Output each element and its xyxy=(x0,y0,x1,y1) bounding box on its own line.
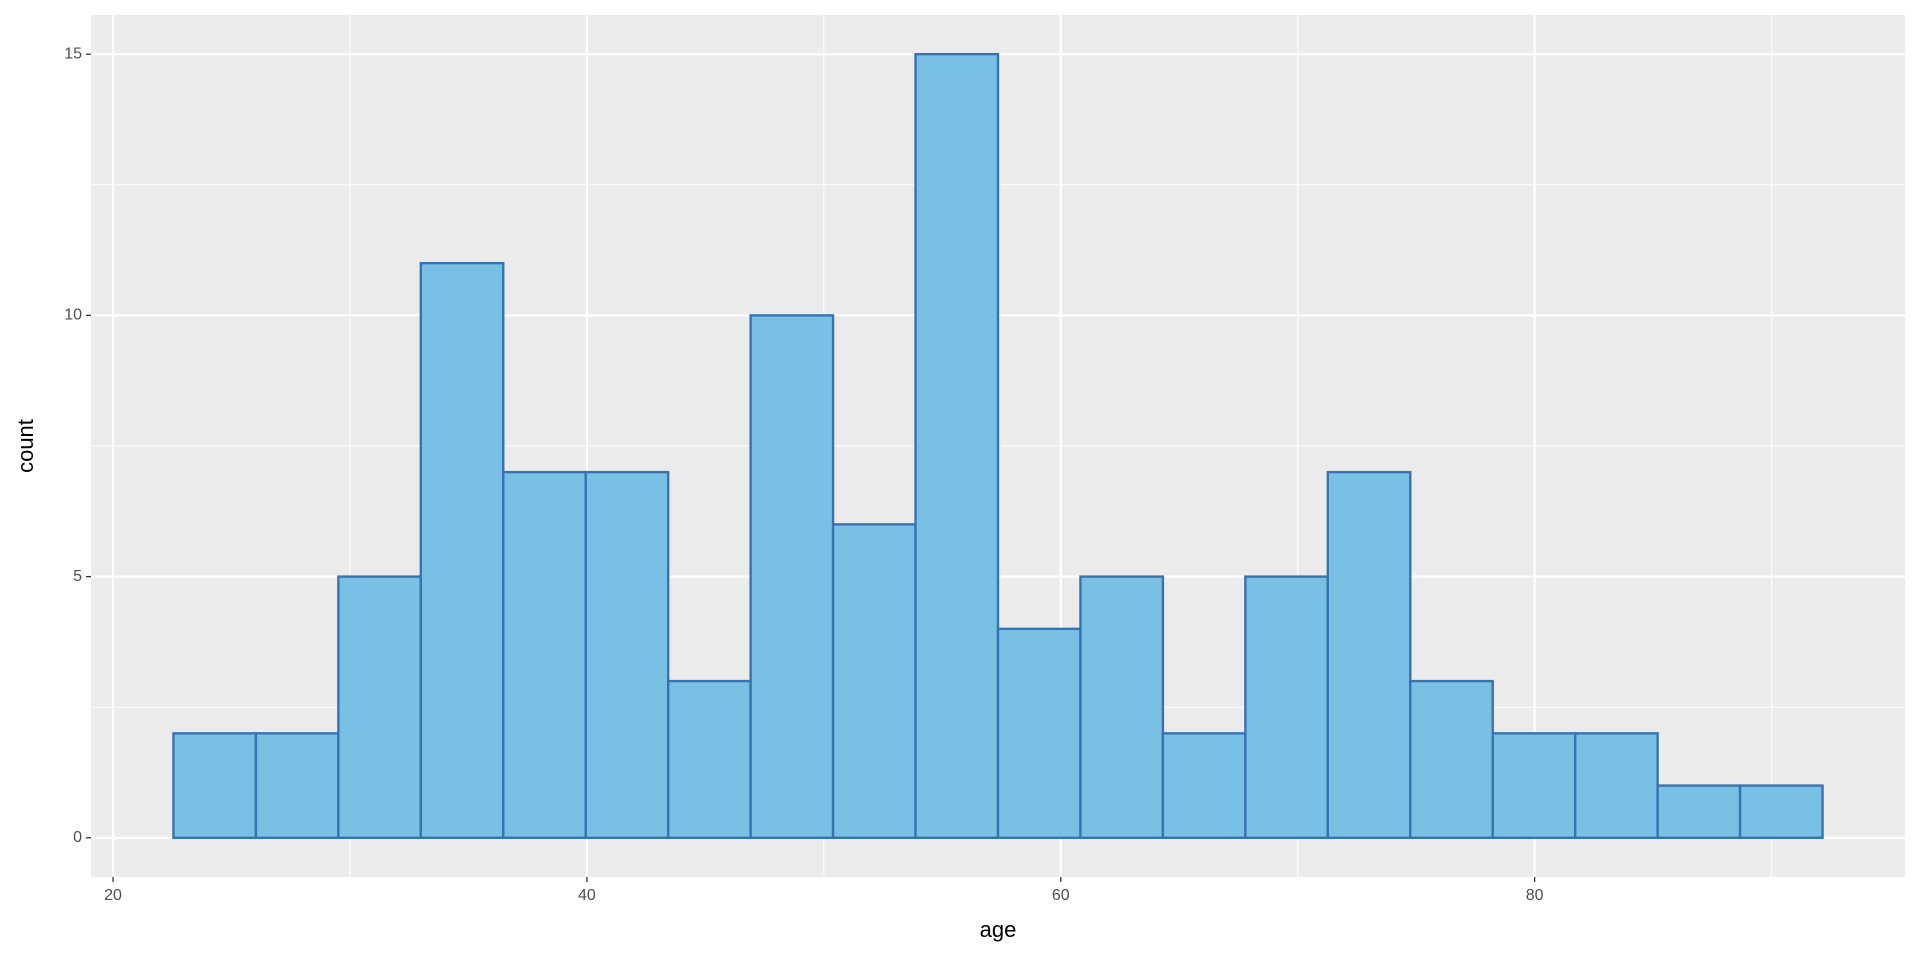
bar xyxy=(1244,575,1330,840)
x-axis-title: age xyxy=(980,917,1017,942)
bar xyxy=(419,261,505,840)
x-tick-label: 20 xyxy=(104,887,122,904)
y-axis-title: count xyxy=(13,419,38,473)
x-tick-label: 80 xyxy=(1526,887,1544,904)
bar xyxy=(1326,470,1412,840)
bar xyxy=(254,732,340,840)
bar xyxy=(1738,784,1824,840)
y-tick-label: 10 xyxy=(64,307,82,324)
y-tick-label: 0 xyxy=(73,829,82,846)
bar xyxy=(1656,784,1742,840)
bar xyxy=(749,314,835,840)
bar xyxy=(831,523,917,840)
y-tick-label: 15 xyxy=(64,45,82,62)
bar xyxy=(1491,732,1577,840)
y-tick-label: 5 xyxy=(73,568,82,585)
bar xyxy=(996,627,1082,840)
bar xyxy=(584,470,670,840)
bar xyxy=(172,732,258,840)
x-tick-label: 60 xyxy=(1052,887,1070,904)
bar xyxy=(337,575,423,840)
bar xyxy=(1161,732,1247,840)
bar xyxy=(1079,575,1165,840)
bar xyxy=(1409,679,1494,840)
bar xyxy=(914,52,1000,840)
bar xyxy=(502,470,587,840)
bar xyxy=(666,679,752,840)
bar xyxy=(1573,732,1659,840)
x-tick-label: 40 xyxy=(578,887,596,904)
